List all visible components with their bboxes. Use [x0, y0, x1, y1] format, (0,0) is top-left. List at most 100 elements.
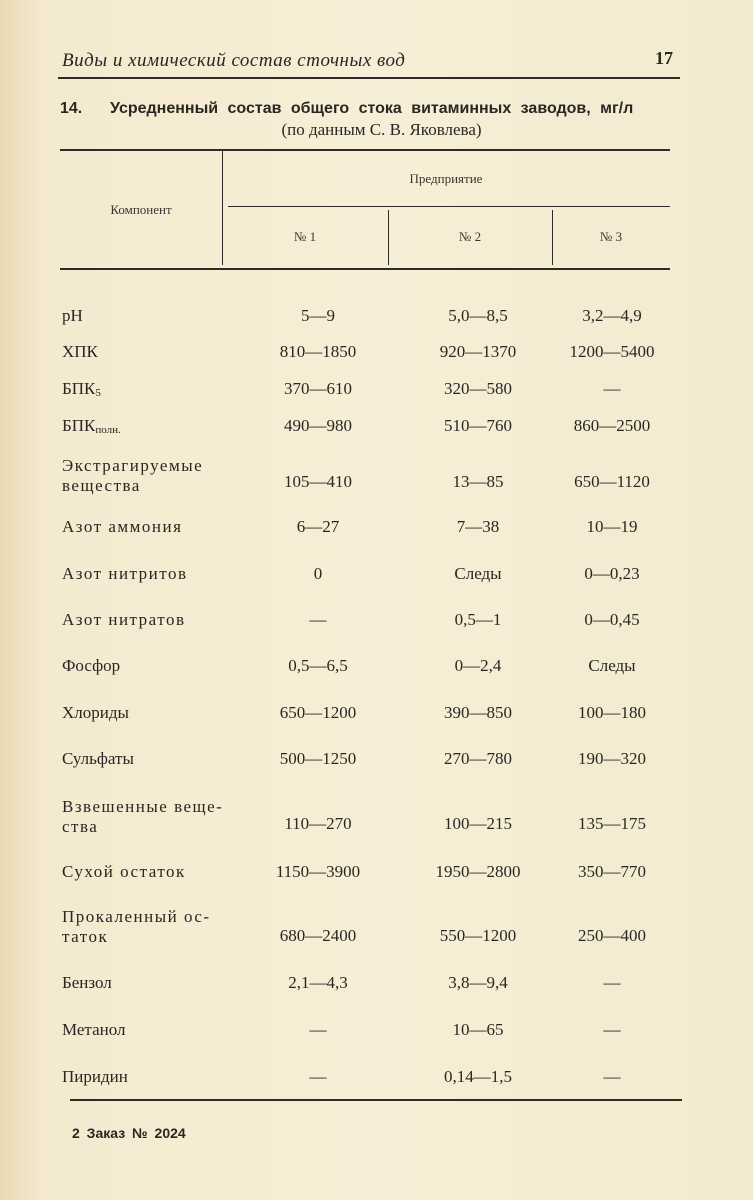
- cell-enterprise-1: —: [309, 1020, 327, 1039]
- table-bottom-rule: [70, 1099, 682, 1101]
- cell-enterprise-3: 190—320: [578, 749, 646, 768]
- row-component: Взвешенные веще-ства: [62, 797, 237, 837]
- cell-enterprise-3: 0—0,45: [584, 610, 640, 629]
- component-label: Экстрагируемые вещества: [62, 456, 204, 495]
- component-label: Прокаленный ос-таток: [62, 907, 211, 946]
- row-component: pH: [62, 306, 83, 326]
- cell-enterprise-2: 7—38: [456, 517, 500, 536]
- cell-enterprise-3: 860—2500: [573, 416, 651, 435]
- cell-enterprise-2: 0—2,4: [454, 656, 502, 675]
- header-col-1: № 1: [293, 229, 317, 244]
- component-label: Метанол: [62, 1020, 126, 1039]
- cell-enterprise-2: 13—85: [452, 472, 504, 491]
- row-component: Прокаленный ос-таток: [62, 907, 237, 947]
- cell-enterprise-2: 10—65: [452, 1020, 504, 1039]
- header-bottom-rule: [60, 268, 670, 270]
- component-label: Бензол: [62, 973, 112, 992]
- cell-enterprise-2: 0,5—1: [454, 610, 502, 629]
- printer-signature: 2 Заказ № 2024: [72, 1125, 186, 1141]
- cell-enterprise-2: 100—215: [444, 814, 512, 833]
- header-enterprise: Предприятие: [409, 171, 483, 186]
- cell-enterprise-3: 10—19: [586, 517, 638, 536]
- cell-enterprise-3: —: [603, 379, 621, 398]
- cell-enterprise-2: 920—1370: [439, 342, 517, 361]
- running-head: Виды и химический состав сточных вод: [62, 50, 406, 71]
- column-divider: [388, 210, 389, 265]
- row-component: Хлориды: [62, 703, 129, 723]
- cell-enterprise-3: —: [603, 973, 621, 992]
- cell-enterprise-3: —: [603, 1067, 621, 1086]
- cell-enterprise-1: 0: [313, 564, 323, 583]
- table-number: 14.: [60, 100, 83, 117]
- component-subscript: 5: [95, 387, 101, 399]
- component-label: Пиридин: [62, 1067, 128, 1086]
- cell-enterprise-3: 650—1120: [574, 472, 650, 491]
- cell-enterprise-3: 0—0,23: [584, 564, 640, 583]
- component-label: БПК: [62, 416, 96, 435]
- component-label: Азот нитритов: [62, 564, 188, 583]
- cell-enterprise-1: 500—1250: [279, 749, 357, 768]
- row-component: БПК5: [62, 379, 101, 403]
- component-label: ХПК: [62, 342, 98, 361]
- row-component: Фосфор: [62, 656, 120, 676]
- table-title: Усредненный состав общего стока витаминн…: [110, 100, 634, 117]
- table-top-rule: [60, 149, 670, 151]
- page-number: 17: [655, 48, 673, 68]
- cell-enterprise-2: 0,14—1,5: [444, 1067, 512, 1086]
- component-label: pH: [62, 306, 83, 325]
- component-label: Фосфор: [62, 656, 121, 675]
- component-label: Азот нитратов: [62, 610, 186, 629]
- cell-enterprise-1: 370—610: [284, 379, 352, 398]
- row-component: Бензол: [62, 973, 112, 993]
- cell-enterprise-1: 6—27: [296, 517, 340, 536]
- row-component: Азот нитратов: [62, 610, 186, 630]
- cell-enterprise-3: 3,2—4,9: [582, 306, 642, 325]
- column-divider: [552, 210, 553, 265]
- table-subtitle: (по данным С. В. Яковлева): [281, 120, 482, 139]
- cell-enterprise-3: 250—400: [578, 926, 646, 945]
- row-component: ХПК: [62, 342, 98, 362]
- cell-enterprise-2: 510—760: [444, 416, 512, 435]
- cell-enterprise-1: 650—1200: [279, 703, 357, 722]
- cell-enterprise-1: 0,5—6,5: [288, 656, 348, 675]
- header-col-3: № 3: [599, 229, 623, 244]
- cell-enterprise-3: 1200—5400: [569, 342, 655, 361]
- cell-enterprise-1: —: [309, 1067, 327, 1086]
- cell-enterprise-1: —: [309, 610, 327, 629]
- row-component: Метанол: [62, 1020, 125, 1040]
- header-col-2: № 2: [458, 229, 482, 244]
- component-label: Азот аммония: [62, 517, 183, 536]
- row-component: БПКполн.: [62, 416, 121, 440]
- column-divider: [222, 150, 223, 265]
- cell-enterprise-2: Следы: [454, 564, 502, 583]
- component-subscript: полн.: [95, 424, 121, 436]
- component-label: Хлориды: [62, 703, 129, 722]
- cell-enterprise-3: —: [603, 1020, 621, 1039]
- cell-enterprise-2: 390—850: [444, 703, 512, 722]
- component-label: Сульфаты: [62, 749, 134, 768]
- cell-enterprise-2: 3,8—9,4: [448, 973, 508, 992]
- component-label: Взвешенные веще-ства: [62, 797, 224, 836]
- component-label: Сухой остаток: [62, 862, 186, 881]
- group-rule: [228, 206, 670, 207]
- cell-enterprise-2: 270—780: [444, 749, 512, 768]
- row-component: Пиридин: [62, 1067, 128, 1087]
- cell-enterprise-2: 5,0—8,5: [448, 306, 508, 325]
- cell-enterprise-3: 135—175: [578, 814, 646, 833]
- cell-enterprise-2: 1950—2800: [435, 862, 521, 881]
- cell-enterprise-3: 100—180: [578, 703, 646, 722]
- cell-enterprise-1: 2,1—4,3: [288, 973, 348, 992]
- cell-enterprise-1: 1150—3900: [275, 862, 361, 881]
- cell-enterprise-1: 110—270: [284, 814, 352, 833]
- cell-enterprise-3: Следы: [588, 656, 636, 675]
- cell-enterprise-3: 350—770: [578, 862, 646, 881]
- cell-enterprise-1: 490—980: [284, 416, 352, 435]
- row-component: Азот аммония: [62, 517, 182, 537]
- cell-enterprise-2: 550—1200: [439, 926, 517, 945]
- row-component: Сухой остаток: [62, 862, 186, 882]
- header-component: Компонент: [110, 202, 172, 217]
- cell-enterprise-2: 320—580: [444, 379, 512, 398]
- cell-enterprise-1: 105—410: [284, 472, 352, 491]
- component-label: БПК: [62, 379, 96, 398]
- cell-enterprise-1: 810—1850: [279, 342, 357, 361]
